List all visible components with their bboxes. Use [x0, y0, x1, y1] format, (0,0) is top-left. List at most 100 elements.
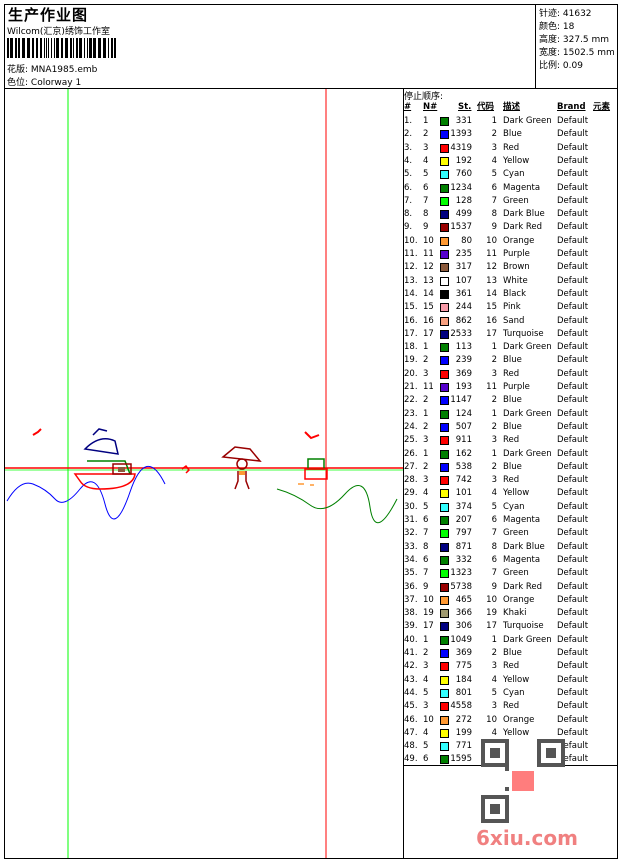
row-index-value: 28 — [404, 475, 415, 486]
row-stitches: 128 — [455, 195, 472, 206]
row-brand: Default — [557, 515, 589, 525]
row-number: 3 — [423, 142, 429, 153]
table-row: 34. 6 332 6 Magenta Default — [404, 554, 616, 567]
row-stitches: 2533 — [450, 328, 472, 339]
row-number: 3 — [423, 661, 429, 672]
row-index-value: 18 — [404, 342, 415, 353]
row-stitches: 192 — [455, 155, 472, 166]
row-index: 19. — [404, 355, 418, 366]
row-index-value: 15 — [404, 302, 415, 313]
row-index-value: 24 — [404, 421, 415, 432]
color-swatch — [440, 489, 449, 499]
row-code: 4 — [491, 155, 497, 166]
row-code: 14 — [486, 288, 497, 299]
color-swatch — [440, 675, 449, 685]
row-brand: Default — [557, 421, 589, 432]
row-number: 14 — [423, 288, 434, 299]
row-brand: Default — [557, 155, 589, 166]
table-row: 20. 3 369 3 Red Default — [404, 368, 616, 381]
row-index: 33. — [404, 541, 418, 552]
row-stitches: 369 — [455, 648, 472, 658]
design-height: 高度: 327.5 mm — [539, 35, 610, 45]
row-stitches: 507 — [455, 421, 472, 432]
row-number: 2 — [423, 421, 429, 432]
color-swatch — [440, 595, 449, 605]
row-index-value: 31 — [404, 515, 415, 525]
row-code: 6 — [491, 515, 497, 525]
row-description: Dark Green — [503, 408, 552, 419]
row-number: 17 — [423, 328, 434, 339]
row-index: 36. — [404, 581, 418, 592]
row-code: 19 — [486, 608, 497, 619]
row-code: 2 — [491, 129, 497, 140]
table-row: 37. 10 465 10 Orange Default — [404, 594, 616, 607]
design-scale: 比例: 0.09 — [539, 61, 583, 71]
color-swatch — [440, 555, 449, 565]
table-row: 38. 19 366 19 Khaki Default — [404, 607, 616, 620]
row-index-value: 33 — [404, 541, 415, 552]
row-index: 45. — [404, 701, 418, 712]
color-swatch — [440, 728, 449, 738]
table-row: 22. 2 1147 2 Blue Default — [404, 394, 616, 407]
row-index: 1. — [404, 116, 413, 126]
row-index: 16. — [404, 315, 418, 326]
row-code: 1 — [491, 408, 497, 419]
row-code: 10 — [486, 714, 497, 725]
color-swatch — [440, 276, 449, 286]
row-number: 6 — [423, 554, 429, 565]
color-swatch — [440, 635, 449, 645]
row-index-value: 39 — [404, 621, 415, 632]
row-brand: Default — [557, 594, 589, 605]
row-index: 11. — [404, 249, 418, 259]
seagull-right — [304, 431, 320, 440]
row-description: Magenta — [503, 515, 541, 525]
row-index: 48. — [404, 741, 418, 752]
row-code: 3 — [491, 661, 497, 672]
color-swatch — [440, 369, 449, 379]
row-brand: Default — [557, 302, 589, 313]
row-index: 18. — [404, 342, 418, 353]
row-description: Green — [503, 568, 529, 579]
row-stitches: 5738 — [450, 581, 472, 592]
row-code: 3 — [491, 368, 497, 379]
row-stitches: 332 — [455, 554, 472, 565]
row-description: Blue — [503, 648, 522, 658]
row-code: 1 — [491, 448, 497, 459]
col-description: 描述 — [503, 102, 521, 112]
row-brand: Default — [557, 116, 589, 126]
row-index: 5. — [404, 169, 413, 180]
row-code: 11 — [486, 249, 497, 259]
row-brand: Default — [557, 249, 589, 259]
design-value: MNA1985.emb — [30, 65, 98, 75]
color-swatch — [440, 156, 449, 166]
color-swatch — [440, 356, 449, 366]
row-index-value: 48 — [404, 741, 415, 752]
color-swatch — [440, 183, 449, 193]
color-swatch — [440, 516, 449, 525]
row-stitches: 4558 — [450, 701, 472, 712]
row-index: 7. — [404, 195, 413, 206]
row-number: 16 — [423, 315, 434, 326]
row-brand: Default — [557, 714, 589, 725]
row-number: 4 — [423, 727, 429, 738]
row-code: 5 — [491, 687, 497, 698]
row-description: Yellow — [503, 488, 530, 499]
row-brand: Default — [557, 554, 589, 565]
row-index: 20. — [404, 368, 418, 379]
row-index-value: 21 — [404, 382, 415, 392]
row-description: Orange — [503, 594, 535, 605]
table-row: 25. 3 911 3 Red Default — [404, 434, 616, 447]
row-brand: Default — [557, 368, 589, 379]
row-code: 5 — [491, 501, 497, 512]
row-code: 4 — [491, 488, 497, 499]
row-number: 3 — [423, 475, 429, 486]
color-swatch — [440, 250, 449, 259]
row-index: 47. — [404, 727, 418, 738]
row-code: 6 — [491, 554, 497, 565]
row-code: 7 — [491, 568, 497, 579]
pirate — [221, 446, 262, 490]
row-description: Green — [503, 528, 529, 539]
color-swatch — [440, 210, 449, 220]
row-description: Sand — [503, 315, 525, 326]
row-stitches: 465 — [455, 594, 472, 605]
